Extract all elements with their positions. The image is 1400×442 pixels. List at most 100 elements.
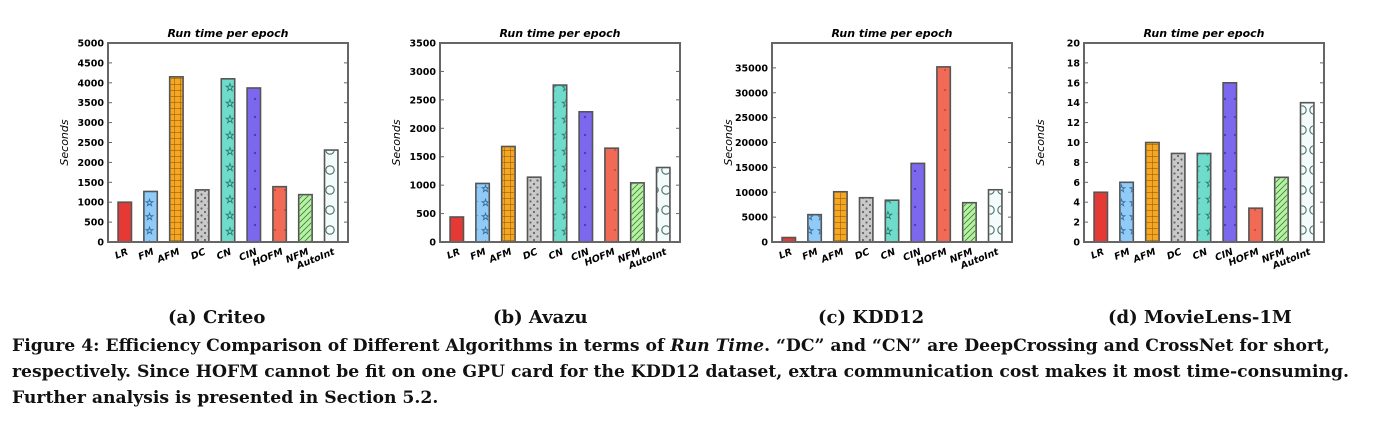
x-tick-label: HOFM [1227, 246, 1261, 268]
y-tick-label: 0 [761, 238, 768, 249]
subcaption-c: (c) KDD12 [818, 307, 924, 328]
y-tick-label: 2500 [78, 138, 105, 149]
y-tick-label: 0 [97, 238, 104, 249]
y-tick-label: 4000 [78, 78, 105, 89]
x-tick-label: FM [801, 246, 820, 262]
bar-pattern-cin [580, 113, 591, 241]
y-tick-label: 6 [1073, 178, 1080, 189]
y-tick-label: 2 [1073, 218, 1080, 229]
bar-pattern-afm [835, 193, 846, 241]
chart-avazu: Run time per epochSeconds050010001500200… [390, 27, 680, 272]
y-tick-label: 1000 [410, 181, 437, 192]
bar-pattern-nfm [632, 184, 643, 241]
bar-pattern-cin [912, 164, 923, 241]
bar-pattern-autoint [1302, 104, 1313, 241]
y-tick-label: 5000 [78, 39, 105, 50]
y-tick-label: 8 [1073, 158, 1080, 169]
x-tick-label: AFM [487, 246, 514, 266]
y-tick-label: 30000 [735, 88, 768, 99]
bar-pattern-cn [886, 201, 897, 241]
x-tick-label: LR [113, 247, 130, 262]
y-tick-label: 20000 [735, 138, 768, 149]
bar-pattern-nfm [964, 204, 975, 241]
caption-part1: Figure 4: Efficiency Comparison of Diffe… [12, 336, 670, 356]
chart-title: Run time per epoch [1144, 27, 1265, 40]
y-tick-label: 25000 [735, 113, 768, 124]
y-tick-label: 1500 [78, 178, 105, 189]
x-tick-label: FM [1113, 246, 1132, 262]
bar-pattern-autoint [326, 151, 337, 241]
y-tick-label: 3000 [78, 118, 105, 129]
y-tick-label: 18 [1067, 58, 1081, 69]
x-tick-label: CN [879, 247, 897, 263]
chart-title: Run time per epoch [500, 27, 621, 40]
bar-pattern-afm [503, 147, 514, 241]
y-axis-label: Seconds [1034, 119, 1047, 165]
subcaption-d: (d) MovieLens-1M [1108, 307, 1292, 328]
subcaption-b: (b) Avazu [493, 307, 588, 328]
x-tick-label: AFM [155, 246, 182, 266]
bar-pattern-autoint [990, 191, 1001, 241]
y-tick-label: 2500 [410, 95, 437, 106]
x-tick-label: FM [137, 246, 156, 262]
bar-pattern-cn [554, 86, 565, 241]
x-tick-label: AFM [819, 246, 846, 266]
chart-criteo: Run time per epoch Seconds 0 500 1000 1500 200… [58, 27, 348, 272]
bar-pattern-cn [1198, 154, 1209, 241]
chart-title: Run time per epoch [832, 27, 953, 40]
y-tick-label: 3000 [410, 67, 437, 78]
y-tick-label: 2000 [78, 158, 105, 169]
x-tick-label: HOFM [583, 246, 617, 268]
y-axis-label: Seconds [390, 119, 403, 165]
y-tick-label: 500 [84, 218, 104, 229]
bar-pattern-autoint [658, 169, 669, 241]
bar-pattern-dc [528, 178, 539, 241]
bar-pattern-dc [1172, 154, 1183, 241]
bar-pattern-hofm [938, 68, 949, 241]
x-tick-label: HOFM [251, 246, 285, 268]
chart-kdd12: Run time per epochSeconds050001000015000… [722, 27, 1012, 272]
bar-pattern-dc [860, 199, 871, 241]
caption-italic: Run Time [670, 336, 764, 356]
y-tick-label: 4500 [78, 58, 105, 69]
bar-pattern-afm [1147, 144, 1158, 242]
y-axis-label: Seconds [58, 119, 71, 165]
x-tick-label: HOFM [915, 246, 949, 268]
x-tick-label: DC [189, 247, 207, 263]
y-tick-label: 10000 [735, 188, 768, 199]
subcaption-a: (a) Criteo [168, 307, 265, 328]
y-tick-label: 0 [1073, 238, 1080, 249]
bar-pattern-fm [809, 216, 820, 241]
bar-pattern-hofm [1250, 209, 1261, 241]
y-tick-label: 1000 [78, 198, 105, 209]
bar-pattern-fm [1121, 183, 1132, 241]
y-tick-label: 16 [1067, 78, 1081, 89]
bar-pattern-hofm [606, 149, 617, 241]
x-tick-label: DC [521, 247, 539, 263]
x-tick-label: AFM [1131, 246, 1158, 266]
charts-area: ☆ ☆ Run time per epochSeconds05001000150… [0, 0, 1400, 300]
y-tick-label: 2000 [410, 124, 437, 135]
y-tick-label: 0 [429, 238, 436, 249]
y-tick-label: 15000 [735, 163, 768, 174]
x-tick-label: CN [215, 247, 233, 263]
x-tick-label: DC [853, 247, 871, 263]
x-tick-label: CN [547, 247, 565, 263]
y-tick-label: 4 [1073, 198, 1080, 209]
bar-pattern-nfm [1276, 178, 1287, 241]
x-tick-label: LR [777, 247, 794, 262]
bar-pattern-fm [477, 184, 488, 241]
chart-title: Run time per epoch [168, 27, 289, 40]
x-tick-label: DC [1165, 247, 1183, 263]
bar-pattern-hofm [274, 188, 285, 241]
bar-pattern-cn [222, 80, 233, 241]
bar-pattern-cin [248, 89, 259, 241]
y-tick-label: 3500 [410, 39, 437, 50]
chart-movielens: Run time per epochSeconds024681012141618… [1034, 27, 1324, 272]
bar-pattern-afm [171, 78, 182, 241]
y-tick-label: 5000 [742, 213, 769, 224]
figure-caption: Figure 4: Efficiency Comparison of Diffe… [12, 333, 1390, 411]
y-tick-label: 35000 [735, 63, 768, 74]
bar-lr [450, 217, 463, 242]
x-tick-label: CN [1191, 247, 1209, 263]
